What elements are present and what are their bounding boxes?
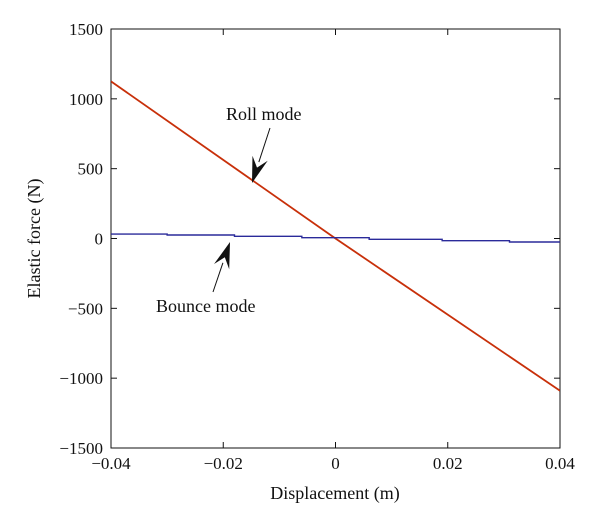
series-line-roll-mode [111,80,560,392]
x-tick-label: 0.04 [545,454,575,473]
x-tick-label: −0.02 [204,454,243,473]
y-tick-label: −1000 [59,369,103,388]
annotation-roll-mode: Roll mode [226,104,302,124]
y-tick-label: −1500 [59,439,103,458]
x-tick-label: 0.02 [433,454,463,473]
y-tick-label: 1000 [69,90,103,109]
annotation-arrow-bounce-mode [212,242,230,293]
y-tick-label: 0 [95,230,104,249]
annotation-arrow-roll-mode [252,127,271,183]
y-tick-label: −500 [68,299,103,318]
annotation-bounce-mode: Bounce mode [156,296,255,316]
x-tick-label: −0.04 [91,454,131,473]
y-tick-label: 500 [78,160,104,179]
x-axis-label: Displacement (m) [270,483,399,504]
series-line-bounce-mode [111,233,560,243]
y-tick-label: 1500 [69,20,103,39]
y-axis-label: Elastic force (N) [24,179,45,299]
x-tick-label: 0 [331,454,340,473]
